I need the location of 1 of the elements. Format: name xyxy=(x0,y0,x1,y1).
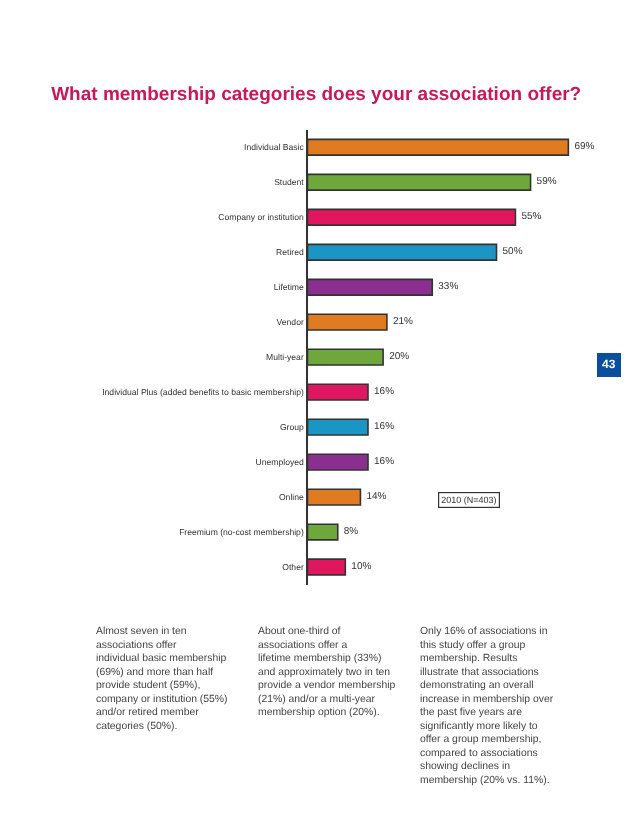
chart-title: What membership categories does your association offer? xyxy=(51,84,582,107)
